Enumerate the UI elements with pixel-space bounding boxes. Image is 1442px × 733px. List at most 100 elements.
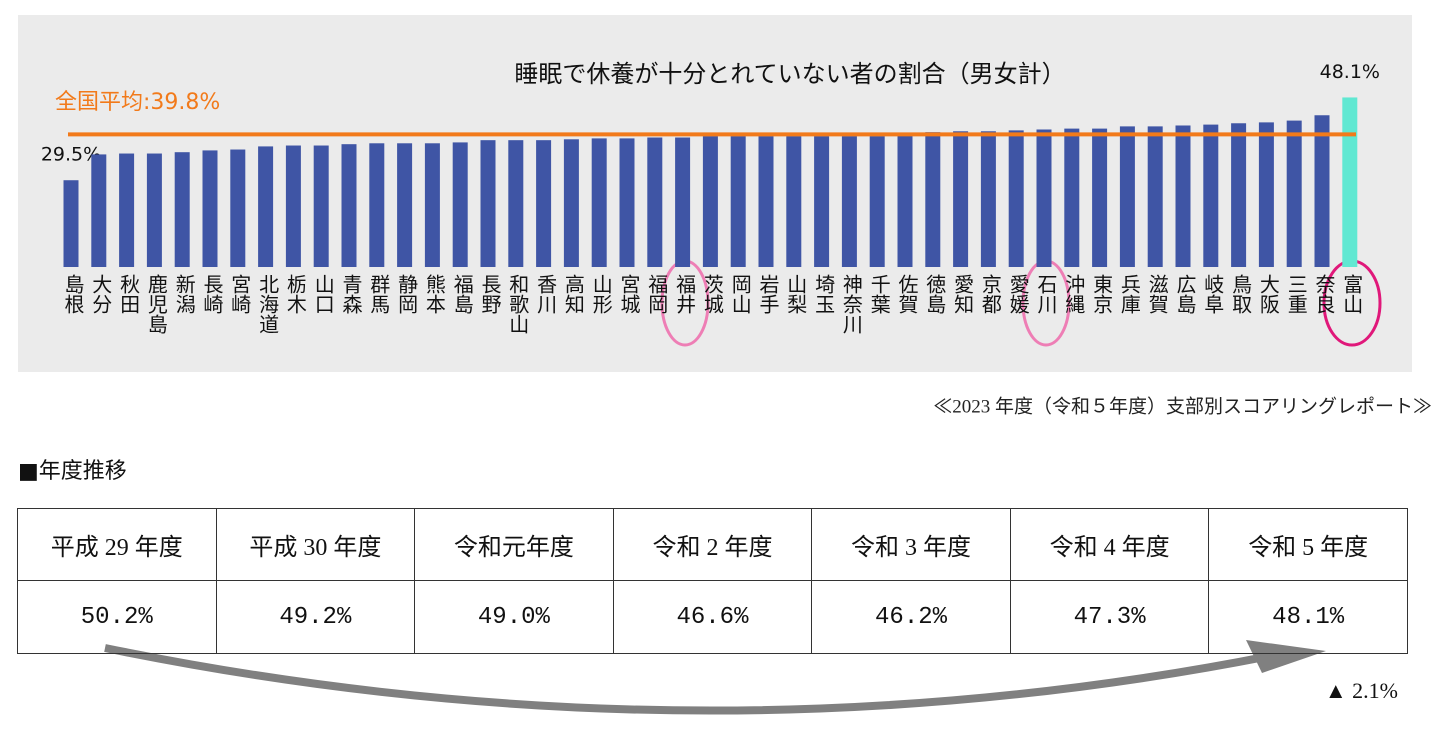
- category-label: 愛媛: [1006, 274, 1031, 314]
- bar: [1147, 126, 1163, 267]
- bar: [285, 145, 301, 267]
- category-label: 埼玉: [811, 274, 836, 314]
- category-label: 群馬: [366, 274, 391, 314]
- average-label: 全国平均:39.8%: [55, 90, 220, 115]
- chart-title: 睡眠で休養が十分とれていない者の割合（男女計）: [514, 60, 1065, 88]
- category-label: 石川: [1034, 274, 1058, 314]
- bar: [1231, 123, 1247, 267]
- bar: [146, 153, 162, 267]
- table-header: 平成 29 年度: [17, 508, 217, 581]
- bar: [869, 136, 885, 267]
- bar: [925, 132, 941, 267]
- bar: [369, 143, 385, 267]
- category-label: 佐賀: [895, 274, 919, 314]
- bar: [480, 140, 496, 267]
- arrow: [104, 644, 1281, 715]
- bar: [174, 152, 190, 267]
- category-label: 大分: [88, 274, 113, 314]
- bar: [1258, 122, 1274, 267]
- bar: [536, 140, 552, 267]
- category-label: 鳥取: [1228, 274, 1253, 314]
- category-label: 長崎: [200, 274, 224, 314]
- source: ≪2023 年度（令和５年度）支部別スコアリングレポート≫: [933, 395, 1432, 417]
- category-label: 茨城: [700, 274, 725, 314]
- bar: [953, 131, 969, 267]
- bar: [702, 136, 718, 267]
- table-cell: 49.2%: [215, 580, 416, 654]
- category-label: 青森: [339, 274, 363, 314]
- category-label: 鹿児島: [144, 274, 169, 334]
- table-cell: 50.2%: [17, 580, 217, 654]
- bar: [313, 145, 329, 267]
- table-cell: 47.3%: [1009, 580, 1210, 654]
- category-label: 高知: [561, 274, 586, 314]
- bar: [341, 144, 357, 267]
- bar: [397, 143, 413, 267]
- bar: [230, 149, 246, 267]
- category-label: 滋賀: [1145, 274, 1170, 314]
- category-label: 栃木: [283, 274, 308, 314]
- category-label: 大阪: [1256, 274, 1281, 314]
- category-label: 三重: [1284, 274, 1309, 314]
- bar: [591, 138, 607, 267]
- category-label: 北海道: [255, 274, 280, 334]
- change: ▲ 2.1%: [1325, 678, 1398, 703]
- category-label: 兵庫: [1117, 274, 1142, 314]
- category-label: 東京: [1089, 274, 1114, 314]
- bar: [1064, 128, 1080, 267]
- category-label: 神奈川: [839, 274, 864, 334]
- category-label: 秋田: [116, 274, 141, 314]
- table-header: 令和 4 年度: [1009, 508, 1210, 581]
- category-label: 宮崎: [227, 274, 252, 314]
- category-label: 香川: [533, 274, 558, 314]
- category-label: 島根: [61, 274, 85, 314]
- category-label: 広島: [1173, 274, 1197, 314]
- bar: [1036, 129, 1052, 267]
- category-label: 和歌山: [505, 274, 530, 334]
- bar: [1119, 126, 1135, 267]
- table-header: 平成 30 年度: [215, 508, 416, 581]
- category-label: 山口: [311, 274, 336, 314]
- category-label: 岩手: [756, 274, 780, 314]
- category-label: 岐阜: [1200, 274, 1225, 314]
- table-header: 令和 3 年度: [811, 508, 1011, 581]
- category-label: 徳島: [922, 274, 947, 314]
- year-table: 平成 29 年度 平成 30 年度 令和元年度 令和 2 年度 令和 3 年度 令和 4 …: [17, 508, 1408, 654]
- bar: [841, 136, 857, 267]
- table-cell: 48.1%: [1208, 580, 1408, 654]
- category-label: 新潟: [172, 274, 197, 314]
- category-label: 静岡: [394, 274, 419, 314]
- bar: [424, 143, 440, 267]
- category-label: 富山: [1339, 274, 1364, 314]
- category-label: 福岡: [644, 274, 669, 314]
- category-label: 沖縄: [1061, 274, 1086, 314]
- data-label: 48.1%: [1320, 61, 1380, 83]
- bar: [1175, 125, 1191, 268]
- category-label: 京都: [978, 274, 1003, 314]
- bar: [1203, 124, 1219, 267]
- section-title: ■年度推移: [18, 459, 127, 484]
- category-label: 福島: [450, 274, 475, 314]
- category-label: 千葉: [867, 274, 892, 314]
- bar: [508, 140, 524, 267]
- category-label: 宮城: [617, 274, 641, 314]
- bar: [675, 137, 691, 267]
- category-label: 岡山: [728, 274, 753, 314]
- data-label: 29.5%: [41, 144, 101, 166]
- bar: [758, 136, 774, 267]
- bar: [730, 136, 746, 267]
- bar: [563, 139, 579, 267]
- table-cell: 46.2%: [811, 580, 1011, 654]
- category-label: 山形: [589, 274, 614, 314]
- bar: [647, 137, 663, 267]
- bar: [814, 136, 830, 267]
- bar: [786, 136, 802, 267]
- category-label: 福井: [672, 274, 697, 314]
- category-label: 愛知: [950, 274, 975, 314]
- category-label: 山梨: [783, 274, 808, 314]
- table-header: 令和 2 年度: [612, 508, 813, 581]
- bar: [1286, 120, 1302, 267]
- table-header: 令和元年度: [414, 508, 614, 581]
